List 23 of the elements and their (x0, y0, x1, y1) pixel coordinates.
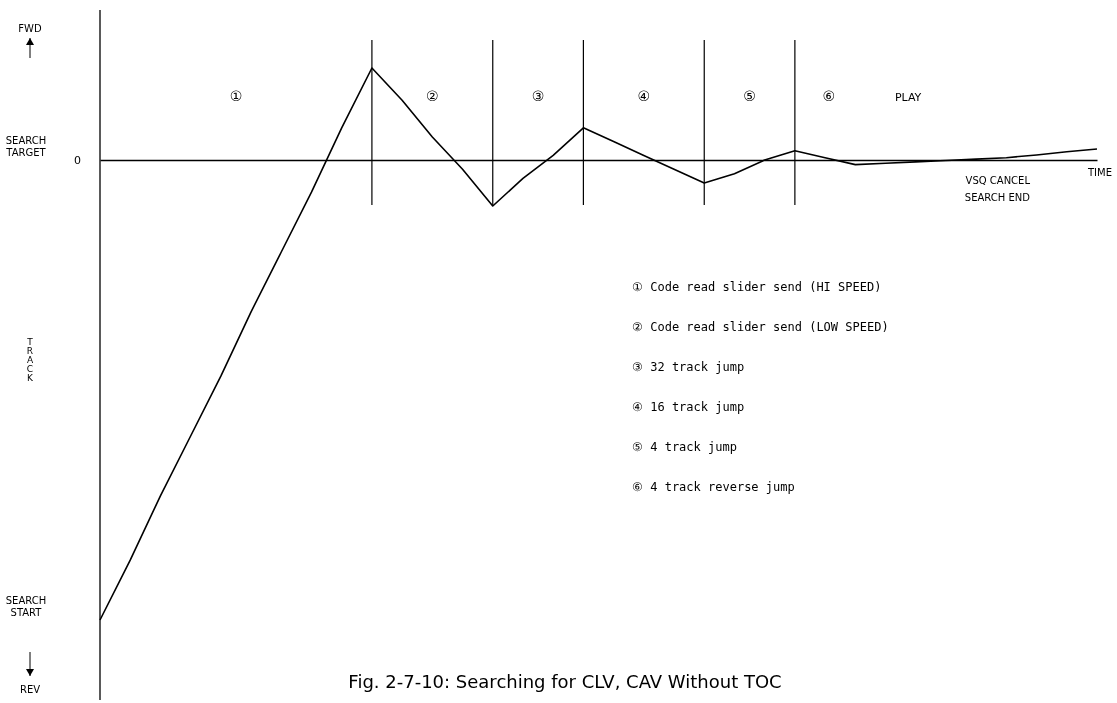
x-axis-title: TIME (1086, 167, 1112, 178)
text: REV (19, 684, 41, 695)
annotation: PLAY (894, 91, 922, 104)
text: SEARCH TARGET (5, 135, 47, 158)
annotation: ② Code read slider send (LOW SPEED) (632, 320, 889, 334)
annotation: VSQ CANCEL (965, 175, 1031, 186)
text: SEARCH START (5, 595, 47, 618)
annotation: ② (426, 88, 439, 104)
text: 0 (74, 154, 81, 167)
annotation: ⑤ (743, 88, 756, 104)
annotation: ⑤ 4 track jump (632, 440, 737, 454)
text: FWD (18, 23, 42, 34)
annotation: ① Code read slider send (HI SPEED) (632, 280, 882, 294)
annotation: ④ 16 track jump (632, 400, 745, 414)
text: Fig. 2-7-10: Searching for CLV, CAV Without TOC (348, 671, 782, 692)
annotation: ③ 32 track jump (632, 360, 745, 374)
annotation: SEARCH END (964, 192, 1031, 203)
annotation: ① (229, 88, 243, 104)
annotation: ⑥ (822, 88, 836, 104)
annotation: ⑥ 4 track reverse jump (632, 480, 795, 494)
text: TRACK (26, 337, 35, 383)
annotation: ④ (637, 88, 651, 104)
annotation: ③ (531, 88, 545, 104)
